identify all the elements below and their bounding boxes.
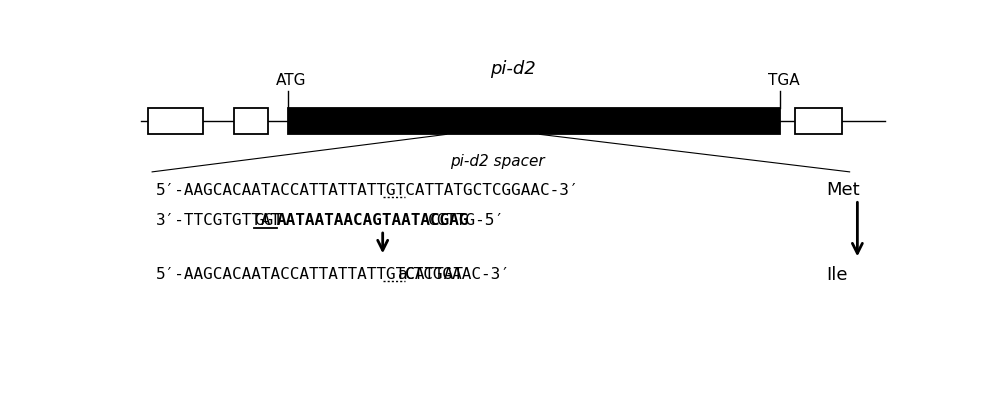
Text: TGA: TGA bbox=[768, 73, 800, 88]
Bar bbox=[288, 108, 780, 135]
Text: pi-d2: pi-d2 bbox=[490, 60, 535, 78]
Bar bbox=[234, 108, 268, 135]
Text: a: a bbox=[398, 267, 407, 282]
Text: 5′-AAGCACAATACCATTATTATTGTCATTAT: 5′-AAGCACAATACCATTATTATTGTCATTAT bbox=[156, 267, 464, 282]
Text: pi-d2 spacer: pi-d2 spacer bbox=[450, 154, 544, 169]
Text: CCTTG-5′: CCTTG-5′ bbox=[428, 213, 505, 228]
Bar bbox=[795, 108, 842, 135]
Text: Ile: Ile bbox=[826, 265, 848, 283]
Text: 5′-AAGCACAATACCATTATTATTGTCATTATGCTCGGAAC-3′: 5′-AAGCACAATACCATTATTATTGTCATTATGCTCGGAA… bbox=[156, 183, 580, 198]
Text: Met: Met bbox=[826, 181, 860, 199]
Text: CTCGGAAC-3′: CTCGGAAC-3′ bbox=[405, 267, 511, 282]
Text: GGT: GGT bbox=[254, 213, 283, 228]
Text: ATG: ATG bbox=[276, 73, 307, 88]
Text: AATAATAACAGTAATACGAG: AATAATAACAGTAATACGAG bbox=[277, 213, 469, 228]
Bar bbox=[148, 108, 202, 135]
Text: 3′-TTCGTGTTAT: 3′-TTCGTGTTAT bbox=[156, 213, 281, 228]
